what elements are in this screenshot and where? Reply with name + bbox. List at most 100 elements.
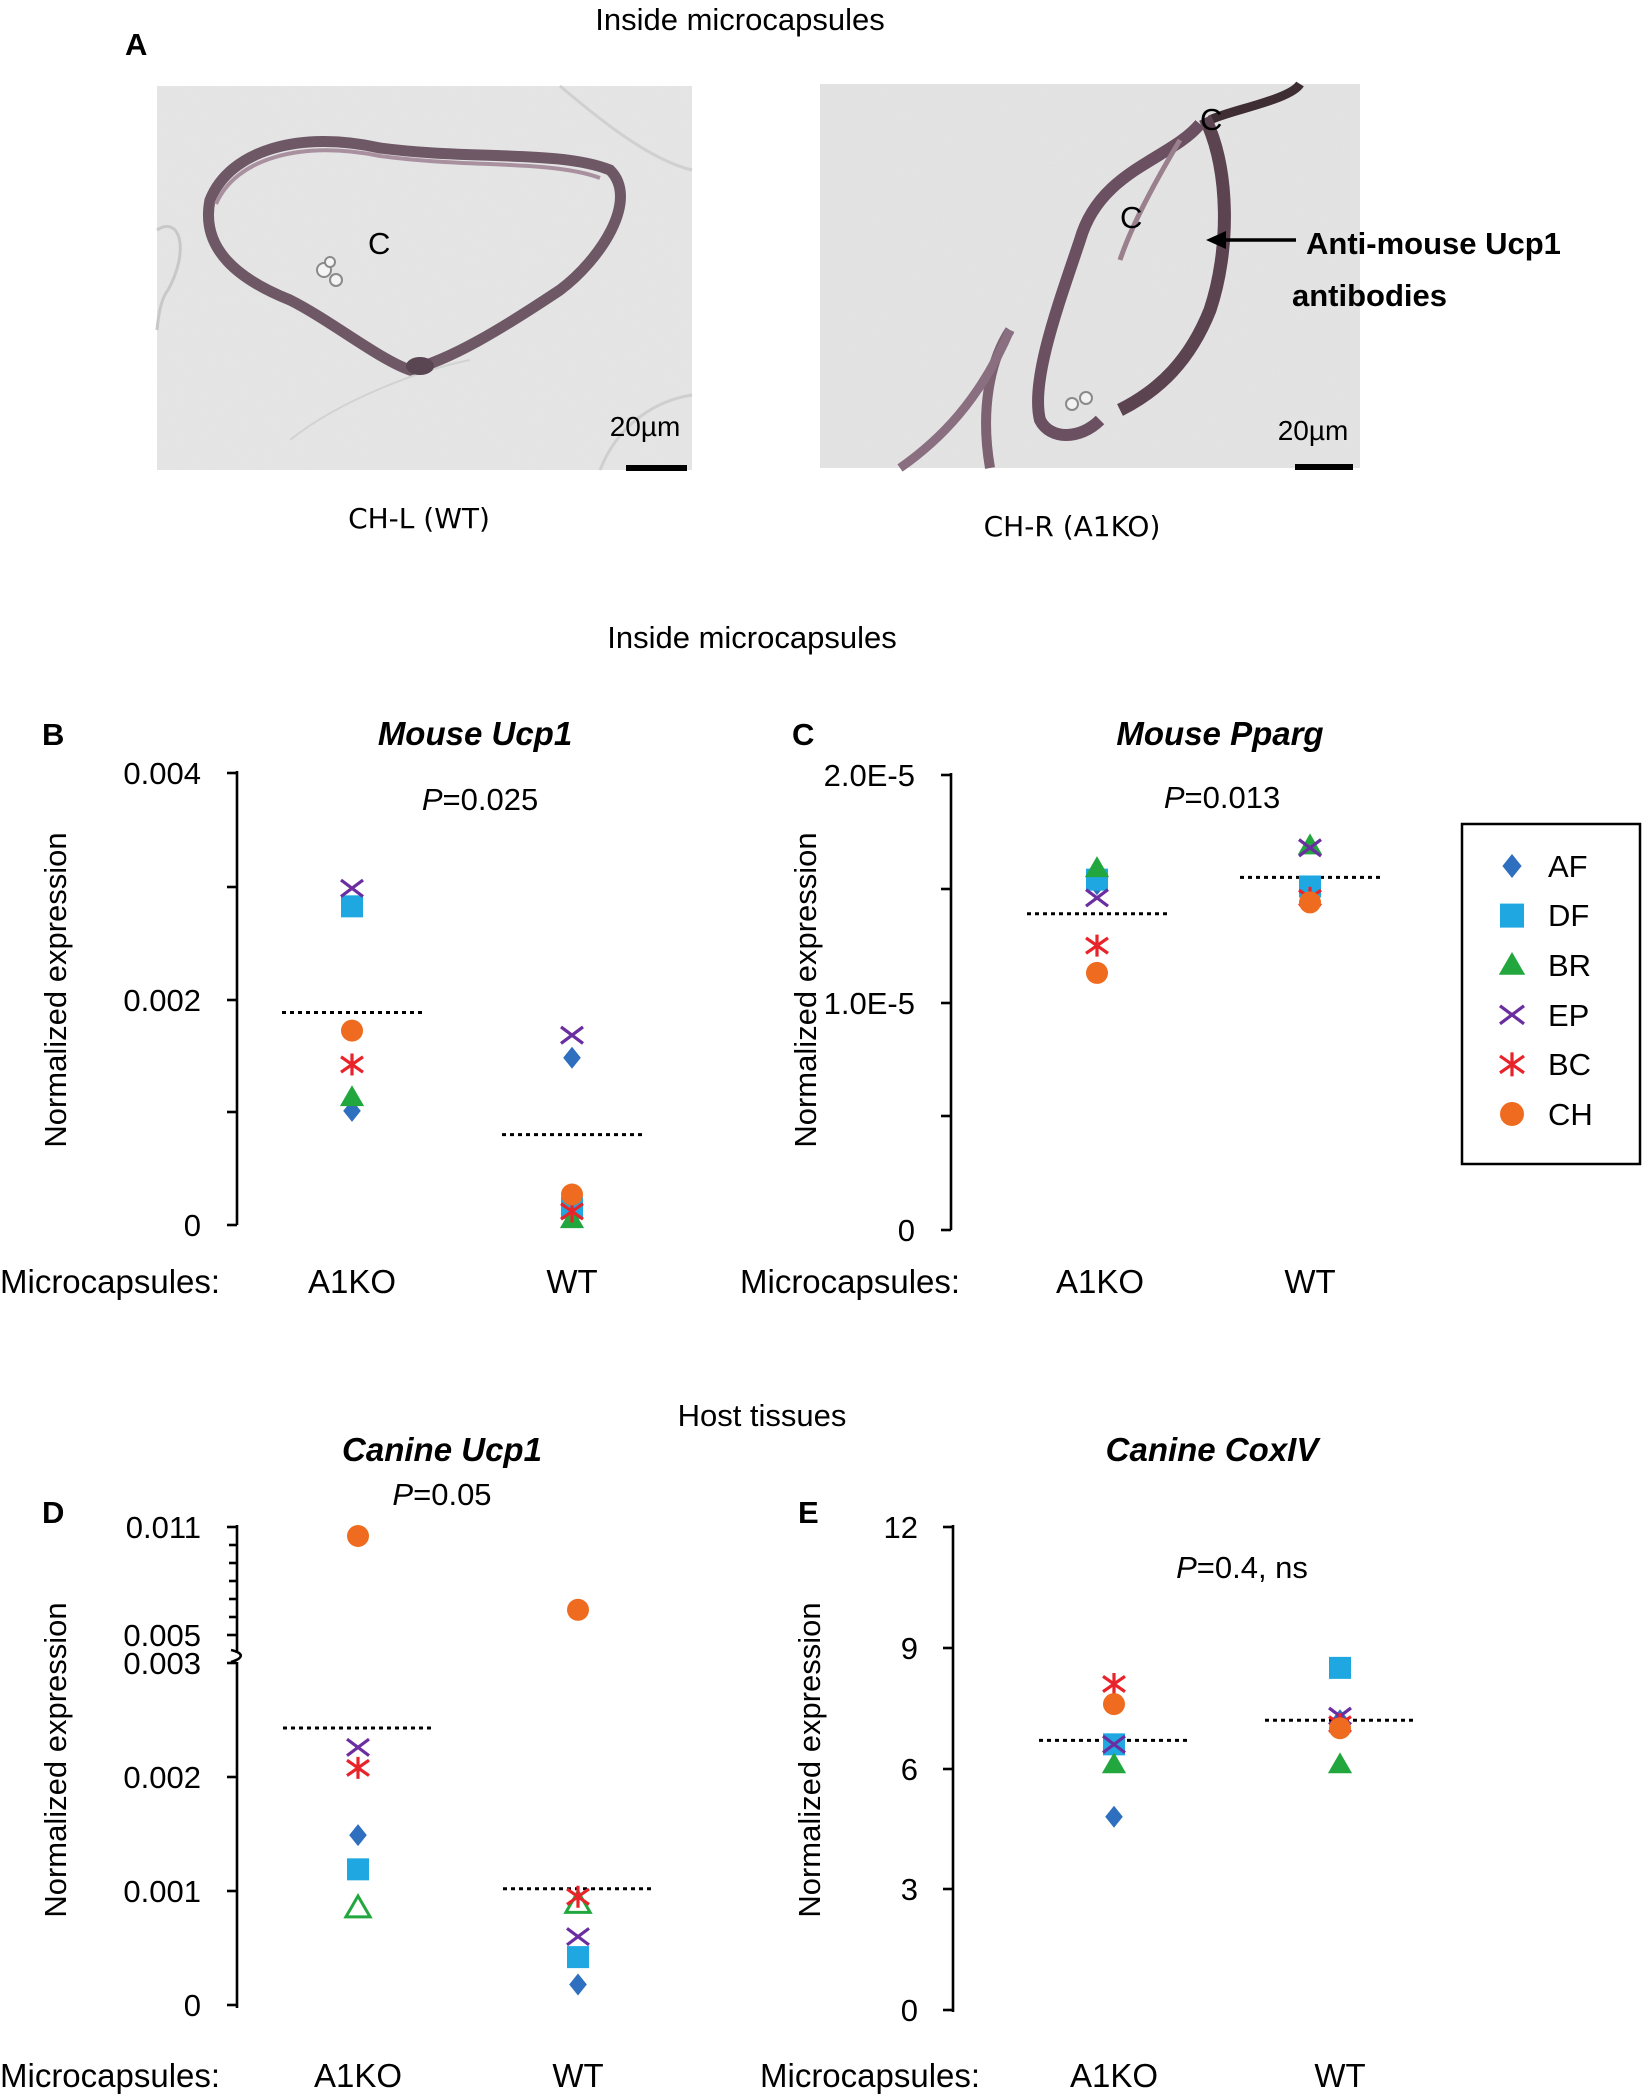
chart-b-point-br [339,1085,365,1107]
panel-a-heading: Inside microcapsules [595,2,884,37]
chart-b-point-bc [340,1053,364,1076]
chart-c-point-ch [1086,961,1108,984]
legend: AF DF BR EP BC CH [1460,822,1642,1166]
chart-d-ytick-label: 0.011 [126,1510,201,1545]
chart-d-plot [283,1525,653,1996]
chart-e-title: Canine CoxIV [1106,1431,1322,1468]
chart-b-point-ep [560,1025,584,1045]
chart-b-point-df [341,895,363,918]
chart-c-ytick-label: 2.0E-5 [824,758,915,793]
chart-d-point-br [343,1893,373,1919]
chart-b-point-ch [341,1019,363,1042]
chart-e-xlabel: Microcapsules: [760,2057,980,2094]
chart-e-ytick-label: 12 [884,1510,918,1545]
chart-c-title: Mouse Pparg [1116,715,1323,752]
micrograph-right-marker-2: C [1120,200,1142,235]
chart-d-point-df [347,1858,369,1881]
chart-b-ylabel: Normalized expression [38,832,73,1147]
chart-e: E Canine CoxIV P=0.4, ns Normalized expr… [760,1431,1415,2094]
chart-d-point-ch [567,1598,589,1621]
chart-e-category-label: A1KO [1070,2057,1158,2094]
chart-c-letter: C [792,717,814,752]
legend-marker-bc [1499,1052,1525,1077]
chart-d-title: Canine Ucp1 [342,1431,542,1468]
legend-box [1460,822,1642,1166]
chart-b-point-af [563,1046,581,1069]
chart-b-pvalue: P=0.025 [422,782,538,817]
panel-a-letter: A [125,27,147,62]
chart-e-ytick-label: 9 [901,1631,918,1666]
chart-e-ytick-label: 0 [901,1993,918,2028]
chart-d-point-af [569,1973,587,1996]
chart-e-category-label: WT [1314,2057,1365,2094]
chart-d-ylabel: Normalized expression [38,1602,73,1917]
chart-c-point-ep [1298,838,1322,858]
micrograph-left-scale-bar [626,465,687,471]
legend-marks [1498,854,1526,1126]
chart-b-title: Mouse Ucp1 [378,715,572,752]
chart-d-point-bc [566,1885,590,1908]
chart-b-point-ch [561,1183,583,1206]
chart-e-point-df [1329,1656,1351,1679]
chart-d-ytick-label: 0.005 [123,1618,201,1653]
chart-d-category-label: WT [552,2057,603,2094]
chart-e-point-br [1101,1752,1127,1774]
chart-d-point-ep [566,1927,590,1947]
chart-e-point-af [1105,1805,1123,1828]
chart-d: D Canine Ucp1 P=0.05 Normalized expressi… [0,1431,653,2094]
legend-marker-ch [1500,1102,1524,1126]
micrograph-right-caption: CH-R (A1KO) [984,510,1161,543]
chart-e-ytick-label: 3 [901,1872,918,1907]
legend-marker-ep [1499,1004,1525,1026]
chart-e-pvalue: P=0.4, ns [1176,1550,1308,1585]
chart-b-category-label: A1KO [308,1263,396,1300]
chart-d-point-bc [346,1756,370,1779]
legend-label: DF [1548,898,1589,933]
chart-c-point-br [1084,856,1110,878]
chart-c-point-ch [1299,891,1321,914]
annotation-line-1: Anti-mouse Ucp1 [1306,226,1561,261]
chart-c-ylabel: Normalized expression [788,832,823,1147]
chart-e-point-ch [1329,1717,1351,1740]
micrograph-right-scale-bar [1295,464,1353,470]
chart-d-xlabel: Microcapsules: [0,2057,220,2094]
chart-c-point-df [1299,875,1321,898]
chart-c-category-label: WT [1284,1263,1335,1300]
legend-label: BR [1548,948,1591,983]
chart-d-category-label: A1KO [314,2057,402,2094]
chart-d-ytick-label: 0 [184,1988,201,2023]
chart-b-point-ep [340,878,364,898]
chart-e-ylabel: Normalized expression [792,1602,827,1917]
legend-marker-df [1500,903,1524,928]
chart-e-plot [1039,1656,1415,1828]
chart-d-ytick-label: 0.003 [123,1646,201,1681]
chart-c-point-bc [1085,934,1109,957]
chart-b-category-label: WT [546,1263,597,1300]
chart-c-point-ep [1085,888,1109,908]
chart-d-point-df [567,1946,589,1969]
chart-d-point-ep [346,1737,370,1757]
micrograph-right [820,80,1360,472]
legend-marker-af [1502,854,1522,878]
chart-c-plot [1027,833,1380,984]
legend-label: BC [1548,1047,1591,1082]
chart-e-point-bc [1102,1672,1126,1695]
chart-c-category-label: A1KO [1056,1263,1144,1300]
micrograph-right-scale-label: 20µm [1278,415,1349,446]
chart-d-pvalue: P=0.05 [392,1477,491,1512]
chart-d-letter: D [42,1495,64,1530]
chart-e-point-br [1327,1752,1353,1774]
chart-d-point-ch [347,1525,369,1547]
chart-b-ytick-label: 0.004 [123,756,201,791]
chart-c: C Mouse Pparg P=0.013 Normalized express… [740,715,1380,1300]
chart-d-ytick-label: 0.002 [123,1760,201,1795]
chart-c-xlabel: Microcapsules: [740,1263,960,1300]
chart-c-ytick-label: 1.0E-5 [824,986,915,1021]
annotation-line-2: antibodies [1292,278,1447,313]
chart-b-ytick-label: 0 [184,1208,201,1243]
micrograph-right-marker-1: C [1200,102,1222,137]
section-heading-bottom: Host tissues [678,1398,847,1433]
micrograph-left-scale-label: 20µm [610,411,681,442]
section-heading-middle: Inside microcapsules [607,620,896,655]
